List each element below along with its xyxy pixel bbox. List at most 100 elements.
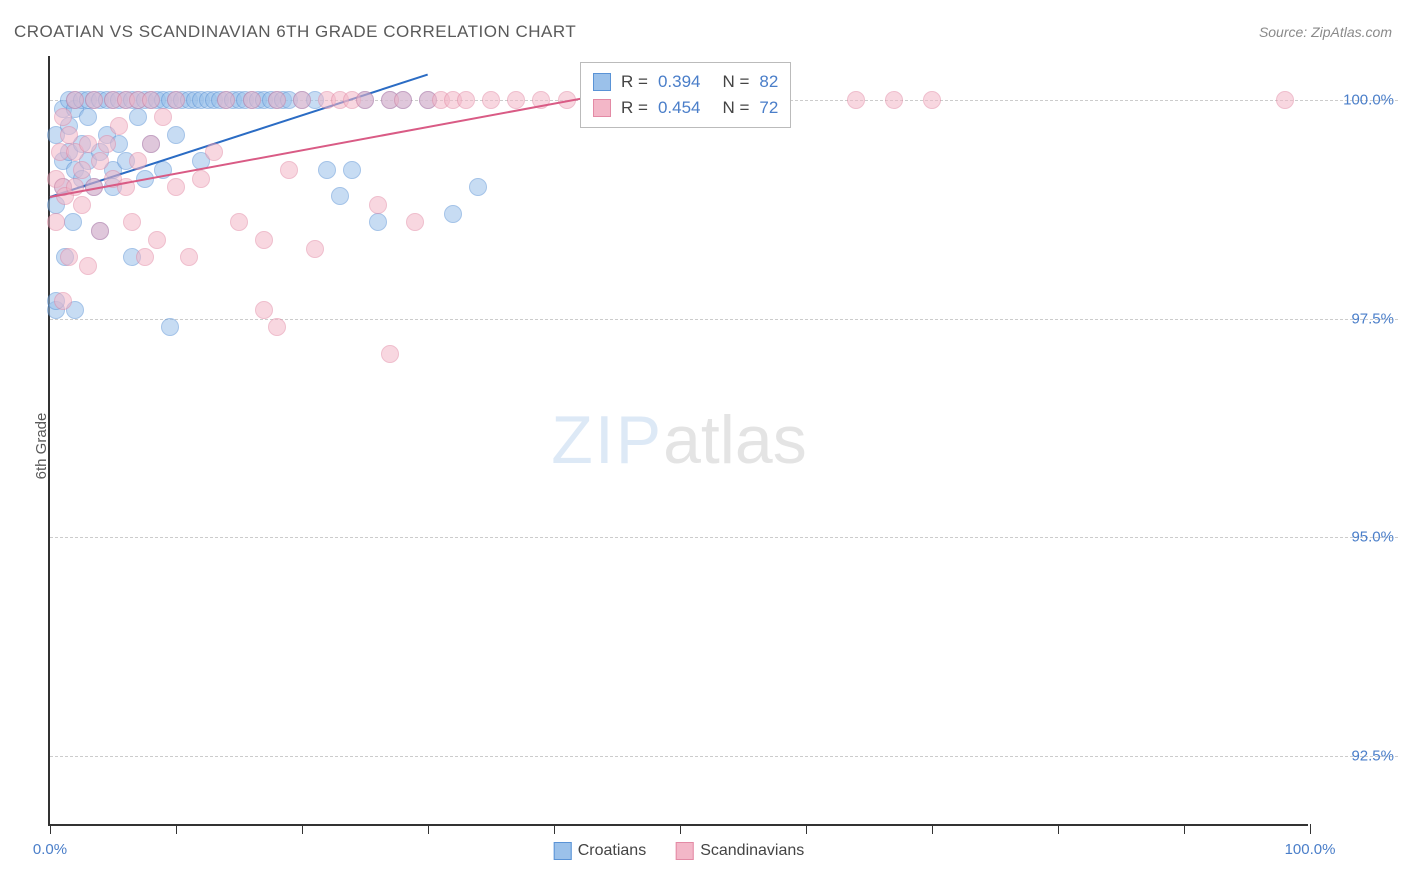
legend-r-label: R = bbox=[621, 72, 648, 92]
data-point bbox=[136, 248, 154, 266]
chart-title: CROATIAN VS SCANDINAVIAN 6TH GRADE CORRE… bbox=[14, 22, 576, 42]
data-point bbox=[847, 91, 865, 109]
data-point bbox=[148, 231, 166, 249]
data-point bbox=[507, 91, 525, 109]
scatter-plot: ZIPatlas 92.5%95.0%97.5%100.0%0.0%100.0%… bbox=[48, 56, 1308, 826]
data-point bbox=[457, 91, 475, 109]
watermark: ZIPatlas bbox=[551, 401, 806, 479]
chart-header: CROATIAN VS SCANDINAVIAN 6TH GRADE CORRE… bbox=[14, 22, 1392, 42]
data-point bbox=[123, 213, 141, 231]
data-point bbox=[64, 213, 82, 231]
x-tick bbox=[176, 824, 177, 834]
data-point bbox=[369, 196, 387, 214]
data-point bbox=[268, 318, 286, 336]
data-point bbox=[394, 91, 412, 109]
x-tick bbox=[680, 824, 681, 834]
data-point bbox=[79, 135, 97, 153]
y-tick-label: 92.5% bbox=[1351, 748, 1394, 765]
legend-n-label: N = bbox=[722, 72, 749, 92]
x-tick bbox=[932, 824, 933, 834]
data-point bbox=[444, 205, 462, 223]
data-point bbox=[79, 108, 97, 126]
x-tick bbox=[806, 824, 807, 834]
y-tick-label: 95.0% bbox=[1351, 529, 1394, 546]
correlation-legend: R = 0.394N = 82R = 0.454N = 72 bbox=[580, 62, 791, 128]
x-tick bbox=[428, 824, 429, 834]
x-tick-label: 100.0% bbox=[1285, 841, 1336, 858]
data-point bbox=[318, 161, 336, 179]
data-point bbox=[60, 248, 78, 266]
x-tick bbox=[1058, 824, 1059, 834]
x-tick bbox=[302, 824, 303, 834]
data-point bbox=[47, 213, 65, 231]
data-point bbox=[469, 178, 487, 196]
gridline bbox=[50, 537, 1398, 538]
y-tick-label: 97.5% bbox=[1351, 310, 1394, 327]
series-legend-item: Scandinavians bbox=[676, 842, 804, 860]
data-point bbox=[167, 91, 185, 109]
data-point bbox=[255, 231, 273, 249]
legend-r-label: R = bbox=[621, 98, 648, 118]
data-point bbox=[205, 143, 223, 161]
legend-swatch bbox=[554, 842, 572, 860]
legend-n-value: 72 bbox=[759, 98, 778, 118]
data-point bbox=[343, 161, 361, 179]
data-point bbox=[217, 91, 235, 109]
data-point bbox=[369, 213, 387, 231]
gridline bbox=[50, 319, 1398, 320]
data-point bbox=[91, 152, 109, 170]
data-point bbox=[243, 91, 261, 109]
data-point bbox=[268, 91, 286, 109]
data-point bbox=[923, 91, 941, 109]
data-point bbox=[280, 161, 298, 179]
data-point bbox=[293, 91, 311, 109]
data-point bbox=[356, 91, 374, 109]
legend-swatch bbox=[676, 842, 694, 860]
gridline bbox=[50, 756, 1398, 757]
data-point bbox=[192, 170, 210, 188]
data-point bbox=[110, 117, 128, 135]
x-tick bbox=[50, 824, 51, 834]
data-point bbox=[54, 292, 72, 310]
series-legend-item: Croatians bbox=[554, 842, 646, 860]
data-point bbox=[331, 187, 349, 205]
data-point bbox=[142, 91, 160, 109]
data-point bbox=[180, 248, 198, 266]
data-point bbox=[167, 178, 185, 196]
x-tick bbox=[1310, 824, 1311, 834]
data-point bbox=[406, 213, 424, 231]
data-point bbox=[306, 240, 324, 258]
y-tick-label: 100.0% bbox=[1343, 91, 1394, 108]
data-point bbox=[79, 257, 97, 275]
legend-swatch bbox=[593, 99, 611, 117]
data-point bbox=[91, 222, 109, 240]
data-point bbox=[885, 91, 903, 109]
series-legend: Croatians Scandinavians bbox=[554, 842, 805, 860]
data-point bbox=[73, 196, 91, 214]
data-point bbox=[167, 126, 185, 144]
x-tick-label: 0.0% bbox=[33, 841, 67, 858]
x-tick bbox=[554, 824, 555, 834]
data-point bbox=[129, 108, 147, 126]
x-tick bbox=[1184, 824, 1185, 834]
legend-r-value: 0.454 bbox=[658, 98, 701, 118]
legend-r-value: 0.394 bbox=[658, 72, 701, 92]
data-point bbox=[60, 126, 78, 144]
data-point bbox=[482, 91, 500, 109]
data-point bbox=[85, 91, 103, 109]
data-point bbox=[129, 152, 147, 170]
legend-row: R = 0.394N = 82 bbox=[593, 69, 778, 95]
data-point bbox=[54, 108, 72, 126]
data-point bbox=[255, 301, 273, 319]
data-point bbox=[73, 161, 91, 179]
chart-source: Source: ZipAtlas.com bbox=[1259, 24, 1392, 40]
data-point bbox=[98, 135, 116, 153]
data-point bbox=[381, 345, 399, 363]
data-point bbox=[161, 318, 179, 336]
legend-row: R = 0.454N = 72 bbox=[593, 95, 778, 121]
data-point bbox=[154, 108, 172, 126]
data-point bbox=[1276, 91, 1294, 109]
data-point bbox=[230, 213, 248, 231]
data-point bbox=[142, 135, 160, 153]
data-point bbox=[66, 91, 84, 109]
